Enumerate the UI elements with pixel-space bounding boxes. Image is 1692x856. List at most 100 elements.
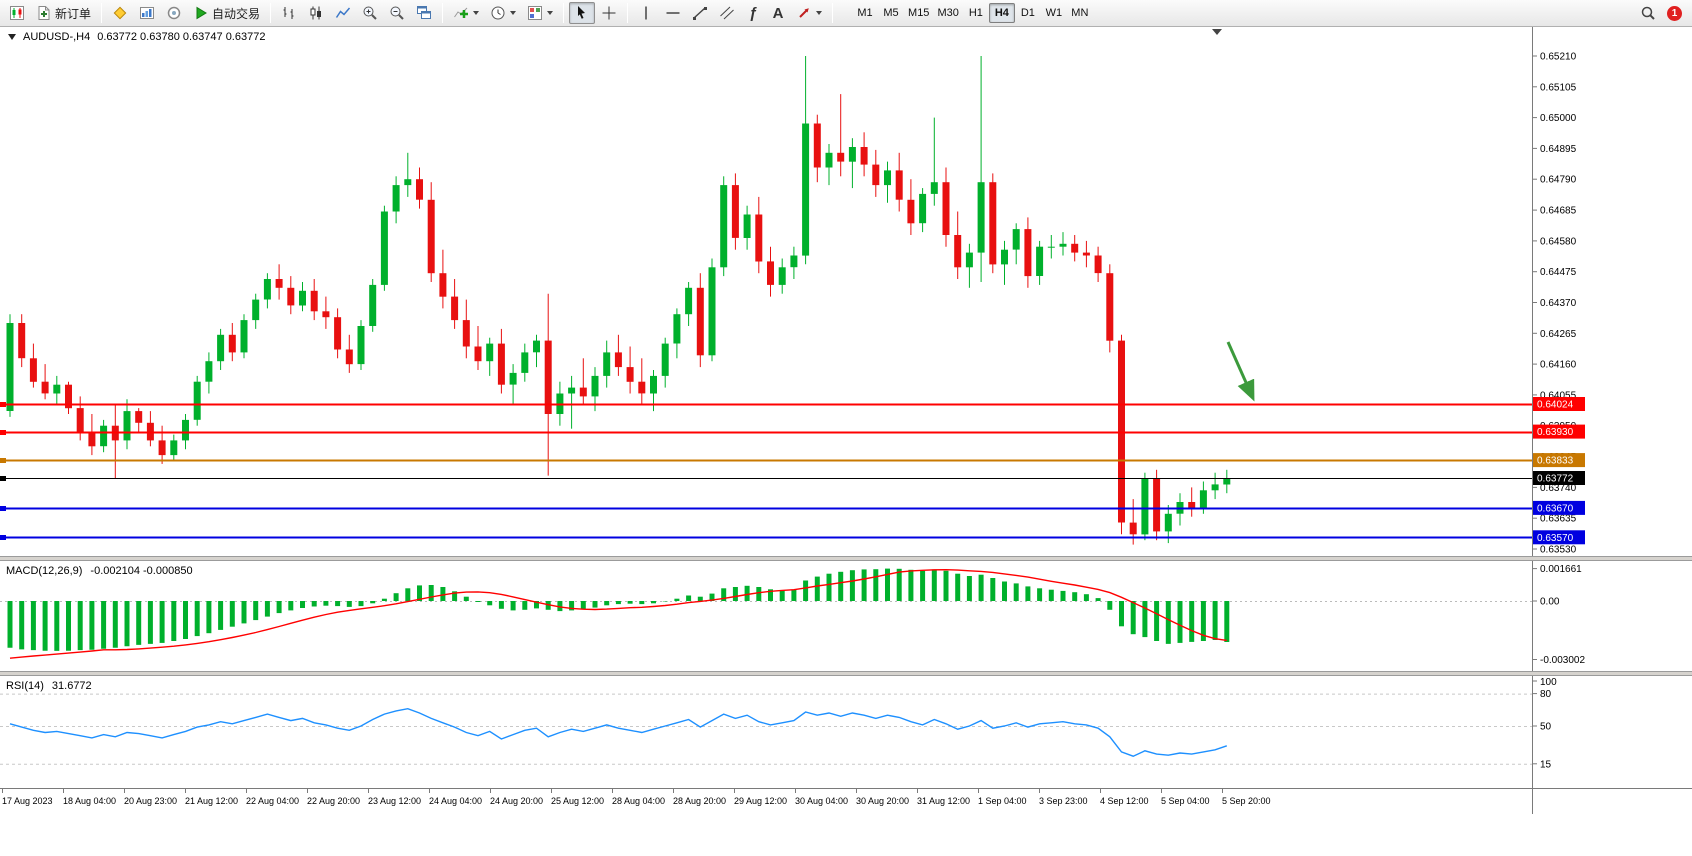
search-button[interactable] [1635,2,1661,24]
svg-text:80: 80 [1540,689,1552,700]
svg-text:1 Sep 04:00: 1 Sep 04:00 [978,796,1027,806]
timeframe-w1[interactable]: W1 [1045,7,1063,19]
svg-text:0.64055: 0.64055 [1540,390,1577,401]
chart-shift-marker [1212,29,1222,35]
candle-chart-mode-button[interactable] [303,2,329,24]
horizontal-line-tool-button[interactable] [660,2,686,24]
levels-layer [0,402,1532,540]
svg-text:21 Aug 12:00: 21 Aug 12:00 [185,796,238,806]
candlestick-window-icon [10,6,24,20]
timeframe-d1[interactable]: D1 [1020,7,1035,19]
timeframe-m30[interactable]: M30 [937,7,959,19]
cursor-tool-button[interactable] [569,2,596,24]
dropdown-arrow-icon [547,11,554,15]
macd-panel-canvas[interactable]: 0.001661 0.00 -0.003002 [0,561,1692,671]
trendline-icon [693,7,708,20]
svg-text:0.64895: 0.64895 [1540,144,1577,155]
trendline-tool-button[interactable] [687,2,713,24]
fibonacci-icon: ƒ [748,4,758,22]
svg-text:0.64370: 0.64370 [1540,298,1577,309]
periods-clock-icon [491,6,505,20]
arrows-tool-icon [799,8,809,18]
macd-histogram [7,568,1230,651]
new-chart-button[interactable] [4,2,30,24]
timeframe-mn[interactable]: MN [1071,7,1089,19]
macd-name: MACD(12,26,9) [6,565,83,577]
svg-text:0.64580: 0.64580 [1540,236,1577,247]
channel-tool-button[interactable] [714,2,740,24]
price-chart-canvas[interactable]: 0.65210 0.65105 0.65000 0.64895 0.64790 0.646… [0,27,1692,556]
dropdown-arrow-icon [510,11,517,15]
templates-button[interactable] [522,2,558,24]
svg-text:22 Aug 04:00: 22 Aug 04:00 [246,796,299,806]
window-menu-icon[interactable] [8,34,16,40]
indicators-button[interactable] [448,2,484,24]
timeframe-m5[interactable]: M5 [883,7,899,19]
timeframe-m15[interactable]: M15 [908,7,930,19]
timeframe-m1[interactable]: M1 [857,7,873,19]
dropdown-arrow-icon [473,11,480,15]
search-icon [1641,6,1655,20]
svg-text:0.65210: 0.65210 [1540,52,1577,63]
bar-chart-mode-button[interactable] [276,2,302,24]
svg-text:24 Aug 20:00: 24 Aug 20:00 [490,796,543,806]
toolbar-separator [101,3,103,23]
svg-text:0.63530: 0.63530 [1540,545,1577,556]
vertical-line-icon [645,6,647,20]
zoom-in-button[interactable] [357,2,383,24]
svg-text:0.63670: 0.63670 [1537,503,1574,514]
time-axis[interactable]: 17 Aug 2023 18 Aug 04:00 20 Aug 23:00 21 Au… [0,788,1692,814]
line-chart-icon [335,7,351,18]
notification-badge[interactable]: 1 [1667,5,1682,21]
svg-text:23 Aug 12:00: 23 Aug 12:00 [368,796,421,806]
crosshair-tool-button[interactable] [596,2,622,24]
svg-text:-0.003002: -0.003002 [1540,655,1585,666]
panel-separator[interactable] [0,556,1692,561]
periods-button[interactable] [485,2,521,24]
svg-text:0.65000: 0.65000 [1540,113,1577,124]
dropdown-arrow-icon [816,11,823,15]
market-watch-button[interactable] [134,2,160,24]
candles-layer [6,56,1231,545]
rsi-label: RSI(14) 31.6772 [6,680,92,692]
macd-label: MACD(12,26,9) -0.002104 -0.000850 [6,565,193,577]
zoom-out-button[interactable] [384,2,410,24]
rsi-value: 31.6772 [51,680,92,692]
panel-separator[interactable] [0,671,1692,676]
svg-text:28 Aug 04:00: 28 Aug 04:00 [612,796,665,806]
new-order-button[interactable]: 新订单 [31,2,96,24]
mql-market-button[interactable] [107,2,133,24]
main-toolbar: 新订单 自动交易 [0,0,1692,27]
community-button[interactable] [161,2,187,24]
fibonacci-tool-button[interactable]: ƒ [741,2,765,24]
indicators-icon [454,7,469,18]
vertical-line-tool-button[interactable] [633,2,659,24]
arrows-tool-button[interactable] [791,2,827,24]
svg-text:30 Aug 20:00: 30 Aug 20:00 [856,796,909,806]
tile-windows-icon [417,6,432,19]
svg-text:0.63570: 0.63570 [1537,533,1574,544]
svg-text:0.63772: 0.63772 [1537,474,1574,485]
level-left-marker [0,535,6,540]
text-tool-button[interactable]: A [766,2,790,24]
auto-trading-button[interactable]: 自动交易 [188,2,265,24]
svg-text:28 Aug 20:00: 28 Aug 20:00 [673,796,726,806]
timeframe-h1[interactable]: H1 [968,7,983,19]
candle-chart-icon [310,6,322,20]
svg-text:18 Aug 04:00: 18 Aug 04:00 [63,796,116,806]
yellow-diamond-icon [113,6,127,20]
timeframe-h4[interactable]: H4 [988,3,1015,23]
text-tool-icon: A [772,4,784,22]
tile-windows-button[interactable] [411,2,437,24]
rsi-name: RSI(14) [6,680,44,692]
svg-text:0.64160: 0.64160 [1540,360,1577,371]
macd-values: -0.002104 -0.000850 [90,565,193,577]
svg-text:0.64475: 0.64475 [1540,267,1577,278]
zoom-in-icon [363,6,377,20]
community-icon [167,6,181,20]
svg-text:31 Aug 12:00: 31 Aug 12:00 [917,796,970,806]
market-watch-icon [140,7,155,19]
line-chart-mode-button[interactable] [330,2,356,24]
